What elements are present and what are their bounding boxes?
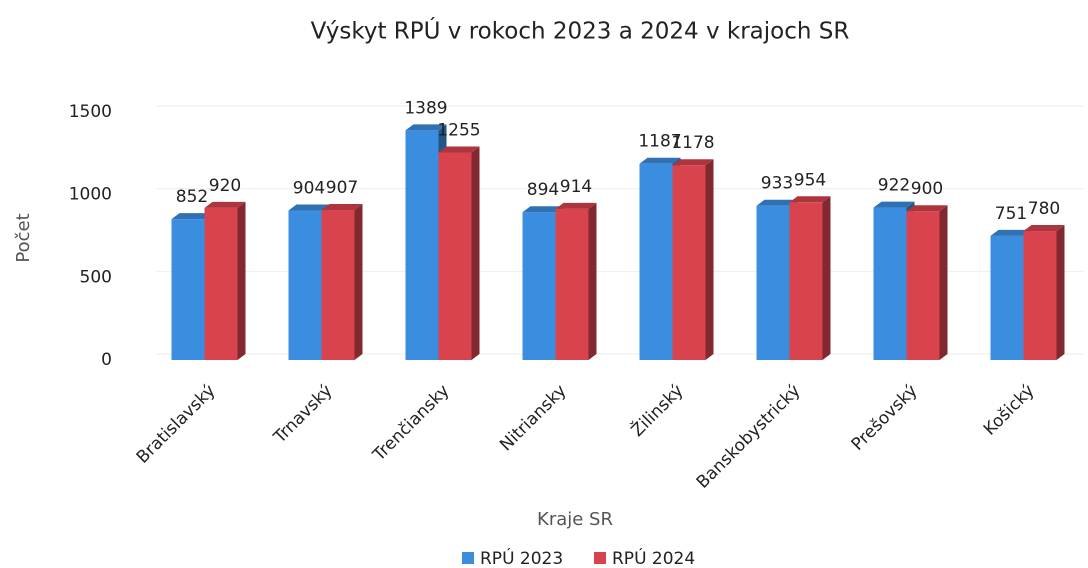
bar-top	[672, 159, 714, 166]
bar-top	[639, 157, 681, 164]
bar-top	[789, 196, 831, 203]
bar-side	[1056, 225, 1065, 360]
bar-top	[438, 146, 480, 153]
bar-front	[555, 208, 589, 360]
bar-front	[405, 130, 439, 360]
x-tick-label: Nitriansky	[496, 381, 570, 455]
x-tick-label: Prešovský	[848, 381, 922, 455]
bar-top	[555, 202, 597, 209]
x-tick-label: Košický	[980, 381, 1039, 440]
data-label: 751	[995, 204, 1027, 224]
bar	[321, 204, 363, 360]
bar-side	[354, 204, 363, 360]
bar-front	[522, 212, 556, 360]
legend-swatch	[594, 552, 606, 564]
bar-front	[1023, 231, 1057, 360]
data-label: 1389	[404, 98, 447, 118]
bar-top	[756, 199, 798, 206]
data-label: 904	[293, 179, 325, 199]
data-label: 900	[911, 179, 943, 199]
bar-top	[906, 205, 948, 212]
bar	[789, 196, 831, 360]
data-label: 852	[176, 187, 208, 207]
bar	[204, 201, 246, 360]
bar-front	[639, 163, 673, 360]
x-tick-label: Banskobystrický	[693, 381, 805, 493]
data-label: 933	[761, 174, 793, 194]
bar-side	[939, 205, 948, 360]
bar-front	[321, 210, 355, 360]
legend-swatch	[462, 552, 474, 564]
x-tick-label: Trenčiansky	[369, 381, 454, 466]
legend-label: RPÚ 2023	[480, 547, 563, 568]
x-tick-label: Trnavský	[269, 381, 336, 448]
bar-top	[204, 201, 246, 208]
bar-top	[990, 229, 1032, 236]
bar-front	[438, 152, 472, 360]
bar-top	[321, 204, 363, 211]
bar-front	[789, 202, 823, 360]
data-label: 907	[326, 178, 358, 198]
data-label: 1255	[437, 121, 480, 141]
bar-side	[822, 196, 831, 360]
bar	[1023, 225, 1065, 360]
y-axis-title: Počet	[13, 213, 34, 262]
bar	[438, 146, 480, 360]
bar-top	[873, 201, 915, 208]
data-label: 920	[209, 176, 241, 196]
data-label: 1187	[638, 132, 681, 152]
data-label: 922	[878, 176, 910, 196]
data-label: 894	[527, 180, 559, 200]
bar-side	[588, 202, 597, 360]
bar-top	[1023, 225, 1065, 232]
x-axis-title: Kraje SR	[537, 509, 613, 530]
bar-side	[237, 201, 246, 360]
bar-front	[204, 207, 238, 360]
bar-front	[756, 205, 790, 360]
bar-top	[405, 124, 447, 131]
y-tick-label: 500	[80, 267, 112, 287]
y-tick-label: 1000	[69, 185, 112, 205]
data-label: 1178	[671, 133, 714, 153]
data-label: 914	[560, 177, 592, 197]
x-tick-label: Žilinský	[626, 380, 687, 441]
x-tick-label: Bratislavský	[133, 381, 220, 468]
bar-front	[906, 211, 940, 360]
bar-side	[471, 146, 480, 360]
data-label: 954	[794, 170, 826, 190]
bar-front	[873, 207, 907, 360]
y-tick-label: 1500	[69, 102, 112, 122]
bar-top	[288, 204, 330, 211]
bar-front	[990, 235, 1024, 360]
bar-front	[288, 210, 322, 360]
bar	[555, 202, 597, 360]
data-label: 780	[1028, 199, 1060, 219]
bar	[906, 205, 948, 360]
bar-top	[522, 206, 564, 213]
chart-title: Výskyt RPÚ v rokoch 2023 a 2024 v krajoc…	[311, 17, 850, 45]
bar	[672, 159, 714, 360]
y-tick-label: 0	[101, 350, 112, 370]
bar-side	[705, 159, 714, 360]
bar-front	[672, 165, 706, 360]
bar-front	[171, 219, 205, 360]
legend-label: RPÚ 2024	[612, 547, 695, 568]
bar-top	[171, 213, 213, 220]
